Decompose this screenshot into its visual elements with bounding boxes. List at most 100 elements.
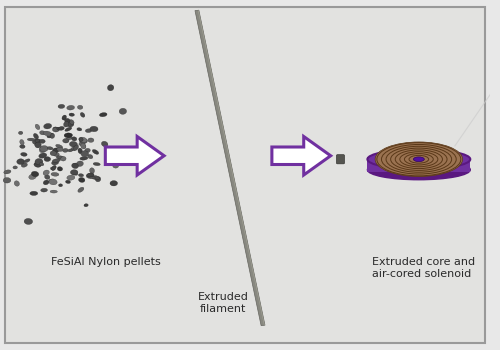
Ellipse shape bbox=[35, 142, 41, 148]
Ellipse shape bbox=[375, 142, 462, 176]
Polygon shape bbox=[195, 10, 265, 326]
Ellipse shape bbox=[57, 147, 63, 152]
Ellipse shape bbox=[39, 147, 46, 153]
Ellipse shape bbox=[84, 148, 90, 153]
Ellipse shape bbox=[78, 177, 85, 182]
FancyBboxPatch shape bbox=[336, 155, 344, 164]
Ellipse shape bbox=[35, 139, 40, 142]
Ellipse shape bbox=[57, 127, 61, 130]
Text: Extruded core and
air-cored solenoid: Extruded core and air-cored solenoid bbox=[372, 257, 476, 279]
Ellipse shape bbox=[64, 118, 70, 123]
Ellipse shape bbox=[74, 145, 78, 150]
Ellipse shape bbox=[44, 180, 49, 185]
Ellipse shape bbox=[81, 151, 88, 157]
Ellipse shape bbox=[58, 184, 62, 187]
Ellipse shape bbox=[92, 176, 100, 180]
Ellipse shape bbox=[78, 187, 84, 192]
Ellipse shape bbox=[17, 159, 24, 164]
Ellipse shape bbox=[79, 137, 87, 142]
Ellipse shape bbox=[29, 174, 36, 180]
Ellipse shape bbox=[79, 138, 83, 141]
Ellipse shape bbox=[18, 131, 23, 134]
Ellipse shape bbox=[4, 170, 11, 174]
Polygon shape bbox=[272, 136, 330, 175]
Ellipse shape bbox=[3, 177, 11, 183]
Ellipse shape bbox=[53, 127, 59, 130]
Ellipse shape bbox=[78, 174, 84, 177]
Ellipse shape bbox=[14, 181, 20, 186]
Ellipse shape bbox=[62, 148, 68, 152]
Ellipse shape bbox=[52, 165, 56, 170]
Ellipse shape bbox=[77, 128, 82, 131]
Text: Extruded
filament: Extruded filament bbox=[198, 292, 248, 314]
Ellipse shape bbox=[84, 204, 88, 207]
Ellipse shape bbox=[92, 149, 98, 154]
Ellipse shape bbox=[50, 167, 55, 170]
Ellipse shape bbox=[110, 181, 118, 186]
Ellipse shape bbox=[72, 163, 78, 168]
Ellipse shape bbox=[113, 164, 118, 168]
Ellipse shape bbox=[52, 148, 59, 153]
Ellipse shape bbox=[52, 128, 59, 132]
Ellipse shape bbox=[86, 129, 92, 133]
Ellipse shape bbox=[65, 127, 72, 131]
Ellipse shape bbox=[80, 139, 88, 144]
Ellipse shape bbox=[70, 146, 77, 151]
FancyBboxPatch shape bbox=[368, 158, 470, 172]
Ellipse shape bbox=[49, 179, 55, 183]
Ellipse shape bbox=[80, 156, 88, 160]
Ellipse shape bbox=[80, 143, 86, 149]
Ellipse shape bbox=[81, 144, 86, 148]
Ellipse shape bbox=[40, 139, 45, 143]
Ellipse shape bbox=[78, 148, 82, 154]
Ellipse shape bbox=[13, 166, 18, 169]
Ellipse shape bbox=[58, 126, 64, 130]
Ellipse shape bbox=[66, 137, 72, 140]
Polygon shape bbox=[198, 10, 265, 325]
Ellipse shape bbox=[44, 157, 51, 161]
Ellipse shape bbox=[34, 133, 38, 139]
Ellipse shape bbox=[368, 149, 470, 169]
Ellipse shape bbox=[30, 191, 38, 195]
Ellipse shape bbox=[90, 126, 98, 132]
Ellipse shape bbox=[79, 142, 84, 145]
Ellipse shape bbox=[35, 124, 40, 130]
Ellipse shape bbox=[40, 163, 44, 166]
Ellipse shape bbox=[32, 139, 40, 145]
Ellipse shape bbox=[56, 156, 64, 159]
Ellipse shape bbox=[51, 173, 59, 176]
Ellipse shape bbox=[69, 113, 74, 116]
Ellipse shape bbox=[78, 105, 83, 109]
Ellipse shape bbox=[35, 159, 43, 164]
Ellipse shape bbox=[67, 175, 75, 180]
Ellipse shape bbox=[44, 124, 52, 129]
Ellipse shape bbox=[56, 144, 63, 149]
Ellipse shape bbox=[49, 179, 57, 185]
Ellipse shape bbox=[72, 137, 77, 141]
Ellipse shape bbox=[86, 174, 93, 178]
Ellipse shape bbox=[40, 188, 48, 192]
Ellipse shape bbox=[20, 140, 24, 145]
Ellipse shape bbox=[40, 146, 48, 152]
Ellipse shape bbox=[414, 157, 424, 162]
Ellipse shape bbox=[100, 113, 107, 117]
Polygon shape bbox=[106, 136, 164, 175]
Ellipse shape bbox=[32, 171, 38, 177]
Ellipse shape bbox=[44, 175, 50, 179]
Ellipse shape bbox=[21, 163, 28, 167]
Ellipse shape bbox=[68, 149, 72, 152]
Ellipse shape bbox=[47, 133, 54, 138]
Ellipse shape bbox=[69, 120, 74, 124]
Ellipse shape bbox=[64, 121, 69, 127]
Ellipse shape bbox=[58, 167, 62, 171]
Ellipse shape bbox=[24, 218, 32, 224]
Ellipse shape bbox=[20, 145, 25, 148]
Ellipse shape bbox=[72, 163, 78, 167]
Ellipse shape bbox=[50, 151, 56, 156]
Ellipse shape bbox=[34, 162, 41, 167]
Ellipse shape bbox=[66, 180, 70, 183]
Ellipse shape bbox=[88, 154, 93, 159]
Ellipse shape bbox=[43, 170, 50, 175]
Ellipse shape bbox=[24, 159, 30, 163]
Ellipse shape bbox=[64, 133, 72, 138]
